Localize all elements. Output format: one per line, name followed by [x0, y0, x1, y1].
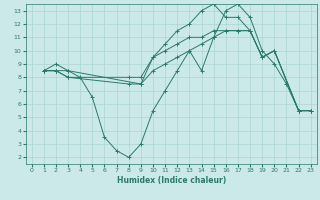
X-axis label: Humidex (Indice chaleur): Humidex (Indice chaleur) [116, 176, 226, 185]
